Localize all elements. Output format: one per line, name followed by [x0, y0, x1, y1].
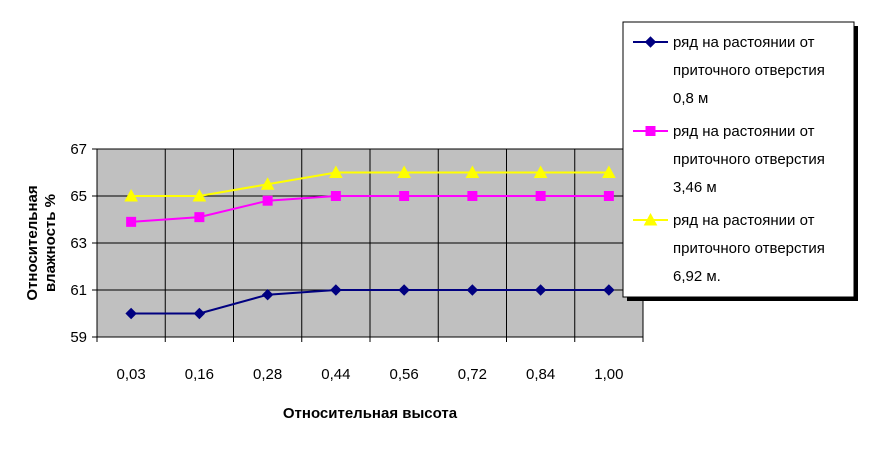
y-axis-title: Относительная влажность % [24, 185, 59, 300]
x-tick-label: 0,28 [253, 366, 282, 383]
series-2-point [126, 216, 137, 227]
series-3-point [192, 188, 207, 202]
x-tick-labels: 0,03 0,16 0,28 0,44 0,56 0,72 0,84 1,00 [117, 366, 624, 383]
y-axis-title-line-2: влажность % [42, 194, 59, 292]
series-2-point [467, 191, 478, 201]
series-1-point [466, 284, 479, 296]
x-tick-label: 1,00 [594, 366, 623, 383]
legend-label-line: 6,92 м. [673, 268, 721, 285]
y-tick-label: 59 [70, 329, 87, 346]
series-3-point [465, 165, 480, 178]
legend-marker [644, 36, 657, 48]
legend-entry-2: ряд на растоянии от приточного отверстия 3… [633, 123, 825, 196]
x-tick-label: 0,56 [390, 366, 419, 383]
series-2-point [535, 191, 546, 201]
series-1-point [261, 288, 274, 301]
series-1-line [131, 289, 609, 315]
x-axis-title: Относительная высота [283, 405, 458, 422]
y-tick-label: 61 [70, 282, 87, 299]
legend-marker [643, 212, 658, 226]
series-1-point [125, 307, 137, 320]
series-2-point [603, 191, 614, 201]
legend-label-line: приточного отверстия [673, 240, 825, 257]
plot-area [92, 148, 644, 342]
series-lines [124, 165, 616, 320]
x-tick-label: 0,03 [117, 366, 146, 383]
y-tick-label: 67 [70, 141, 87, 158]
legend-label-line: приточного отверстия [673, 62, 825, 79]
legend-label-line: приточного отверстия [673, 151, 825, 168]
series-2-point [194, 212, 205, 223]
series-3-point [124, 188, 138, 202]
x-tick-label: 0,72 [458, 366, 487, 383]
legend-label-line: 0,8 м [673, 90, 708, 107]
legend: ряд на растоянии от приточного отверстия 0… [622, 21, 858, 301]
series-2-point [399, 191, 410, 201]
series-3 [124, 165, 616, 202]
legend-label-line: ряд на растоянии от [673, 34, 815, 51]
series-2-point [330, 191, 341, 201]
series-3-point [602, 165, 616, 178]
legend-box [622, 21, 855, 298]
y-axis-title-line-1: Относительная [24, 185, 41, 300]
series-1 [125, 284, 615, 320]
series-2 [126, 191, 614, 227]
series-3-point [397, 165, 411, 178]
legend-label-line: 3,46 м [673, 179, 717, 196]
axes [92, 148, 644, 342]
series-3-point [260, 177, 275, 190]
series-1-point [193, 307, 206, 320]
series-3-point [329, 165, 343, 178]
legend-entry-3: ряд на растоянии от приточного отверстия 6… [633, 212, 825, 285]
series-1-point [398, 284, 410, 296]
series-3-line [131, 171, 609, 197]
series-2-line [131, 195, 609, 223]
x-tick-label: 0,44 [321, 366, 350, 383]
legend-label-line: ряд на растоянии от [673, 123, 815, 140]
legend-entry-1: ряд на растоянии от приточного отверстия 0… [633, 34, 825, 107]
series-3-point [533, 165, 548, 178]
series-1-point [330, 284, 342, 296]
legend-label-line: ряд на растоянии от [673, 212, 815, 229]
x-tick-label: 0,16 [185, 366, 214, 383]
legend-marker [645, 126, 656, 136]
series-2-point [262, 195, 273, 206]
legend-entries: ряд на растоянии от приточного отверстия 0… [633, 34, 825, 285]
series-1-point [603, 284, 615, 296]
y-tick-labels: 59 61 63 65 67 [70, 141, 87, 346]
y-tick-label: 63 [70, 235, 87, 252]
series-1-point [534, 284, 547, 296]
y-tick-label: 65 [70, 188, 87, 205]
x-tick-label: 0,84 [526, 366, 555, 383]
